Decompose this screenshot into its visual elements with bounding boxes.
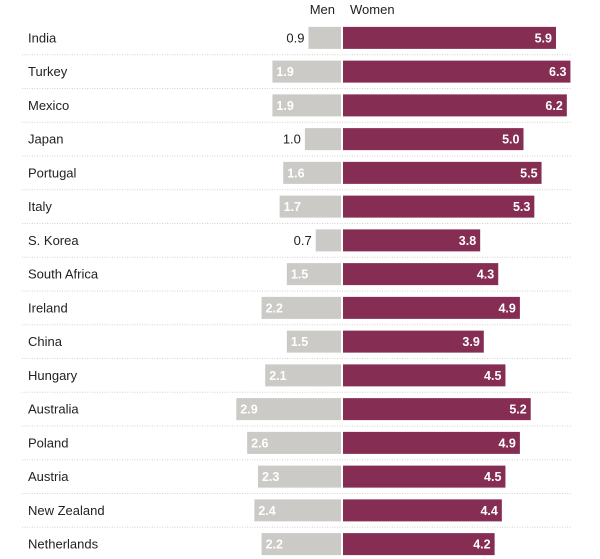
legend-women: Women (350, 2, 395, 17)
men-value-label: 2.2 (266, 301, 283, 315)
men-bar (272, 94, 341, 117)
country-label: Hungary (28, 368, 78, 383)
country-label: Japan (28, 132, 63, 147)
women-value-label: 4.3 (477, 268, 494, 282)
women-bar (343, 229, 481, 252)
country-label: Portugal (28, 165, 77, 180)
women-value-label: 5.2 (509, 403, 526, 417)
women-value-label: 6.2 (545, 99, 562, 113)
women-bar (343, 161, 542, 184)
women-value-label: 5.0 (502, 133, 519, 147)
women-bar (343, 364, 506, 387)
men-value-label: 0.9 (286, 30, 304, 45)
men-bar (286, 330, 341, 353)
country-label: Turkey (28, 64, 68, 79)
men-bar (247, 431, 341, 454)
women-value-label: 5.5 (520, 166, 537, 180)
men-bar (283, 161, 341, 184)
women-bar (343, 26, 556, 49)
country-label: China (28, 334, 63, 349)
women-bar (343, 465, 506, 488)
women-bar (343, 60, 571, 83)
men-value-label: 1.5 (291, 335, 308, 349)
legend-men: Men (310, 2, 335, 17)
country-label: Ireland (28, 300, 68, 315)
men-bar (279, 195, 341, 218)
country-label: Australia (28, 402, 79, 417)
men-value-label: 2.9 (240, 403, 257, 417)
women-value-label: 4.9 (498, 301, 515, 315)
women-bar (343, 533, 495, 556)
men-value-label: 1.9 (276, 99, 293, 113)
men-value-label: 2.1 (269, 369, 286, 383)
women-bar (343, 398, 531, 421)
women-bar (343, 499, 502, 522)
men-bar (315, 229, 341, 252)
country-label: S. Korea (28, 233, 79, 248)
men-bar (308, 26, 341, 49)
men-bar (304, 128, 341, 151)
women-bar (343, 431, 520, 454)
men-bar (236, 398, 341, 421)
men-bar (272, 60, 341, 83)
women-value-label: 4.2 (473, 538, 490, 552)
men-value-label: 1.5 (291, 268, 308, 282)
men-value-label: 1.9 (276, 65, 293, 79)
women-value-label: 6.3 (549, 65, 566, 79)
men-value-label: 1.6 (287, 166, 304, 180)
women-bar (343, 296, 520, 319)
women-bar (343, 263, 499, 286)
chart-rows: India 0.9 5.9 Turkey 1.9 6.3 Mexico 1.9 6.2 Japan… (22, 26, 572, 556)
women-value-label: 4.5 (484, 470, 501, 484)
country-label: Austria (28, 469, 69, 484)
women-value-label: 4.4 (480, 504, 497, 518)
country-label: New Zealand (28, 503, 105, 518)
women-value-label: 5.9 (535, 31, 552, 45)
country-label: South Africa (28, 267, 99, 282)
men-bar (265, 364, 341, 387)
men-bar (261, 533, 341, 556)
men-value-label: 2.4 (258, 504, 275, 518)
women-value-label: 4.5 (484, 369, 501, 383)
men-bar (286, 263, 341, 286)
women-bar (343, 128, 524, 151)
men-value-label: 2.3 (262, 470, 279, 484)
men-bar (261, 296, 341, 319)
women-value-label: 3.8 (459, 234, 476, 248)
women-bar (343, 330, 484, 353)
men-value-label: 2.2 (266, 538, 283, 552)
women-bar (343, 195, 535, 218)
country-label: Italy (28, 199, 52, 214)
men-value-label: 1.7 (284, 200, 301, 214)
country-label: Mexico (28, 98, 69, 113)
women-value-label: 3.9 (462, 335, 479, 349)
men-value-label: 2.6 (251, 436, 268, 450)
country-label: Netherlands (28, 537, 99, 552)
country-label: Poland (28, 435, 68, 450)
country-label: India (28, 30, 57, 45)
men-bar (257, 465, 341, 488)
women-value-label: 5.3 (513, 200, 530, 214)
men-bar (254, 499, 341, 522)
women-value-label: 4.9 (498, 436, 515, 450)
men-value-label: 0.7 (294, 233, 312, 248)
women-bar (343, 94, 567, 117)
men-value-label: 1.0 (283, 132, 301, 147)
